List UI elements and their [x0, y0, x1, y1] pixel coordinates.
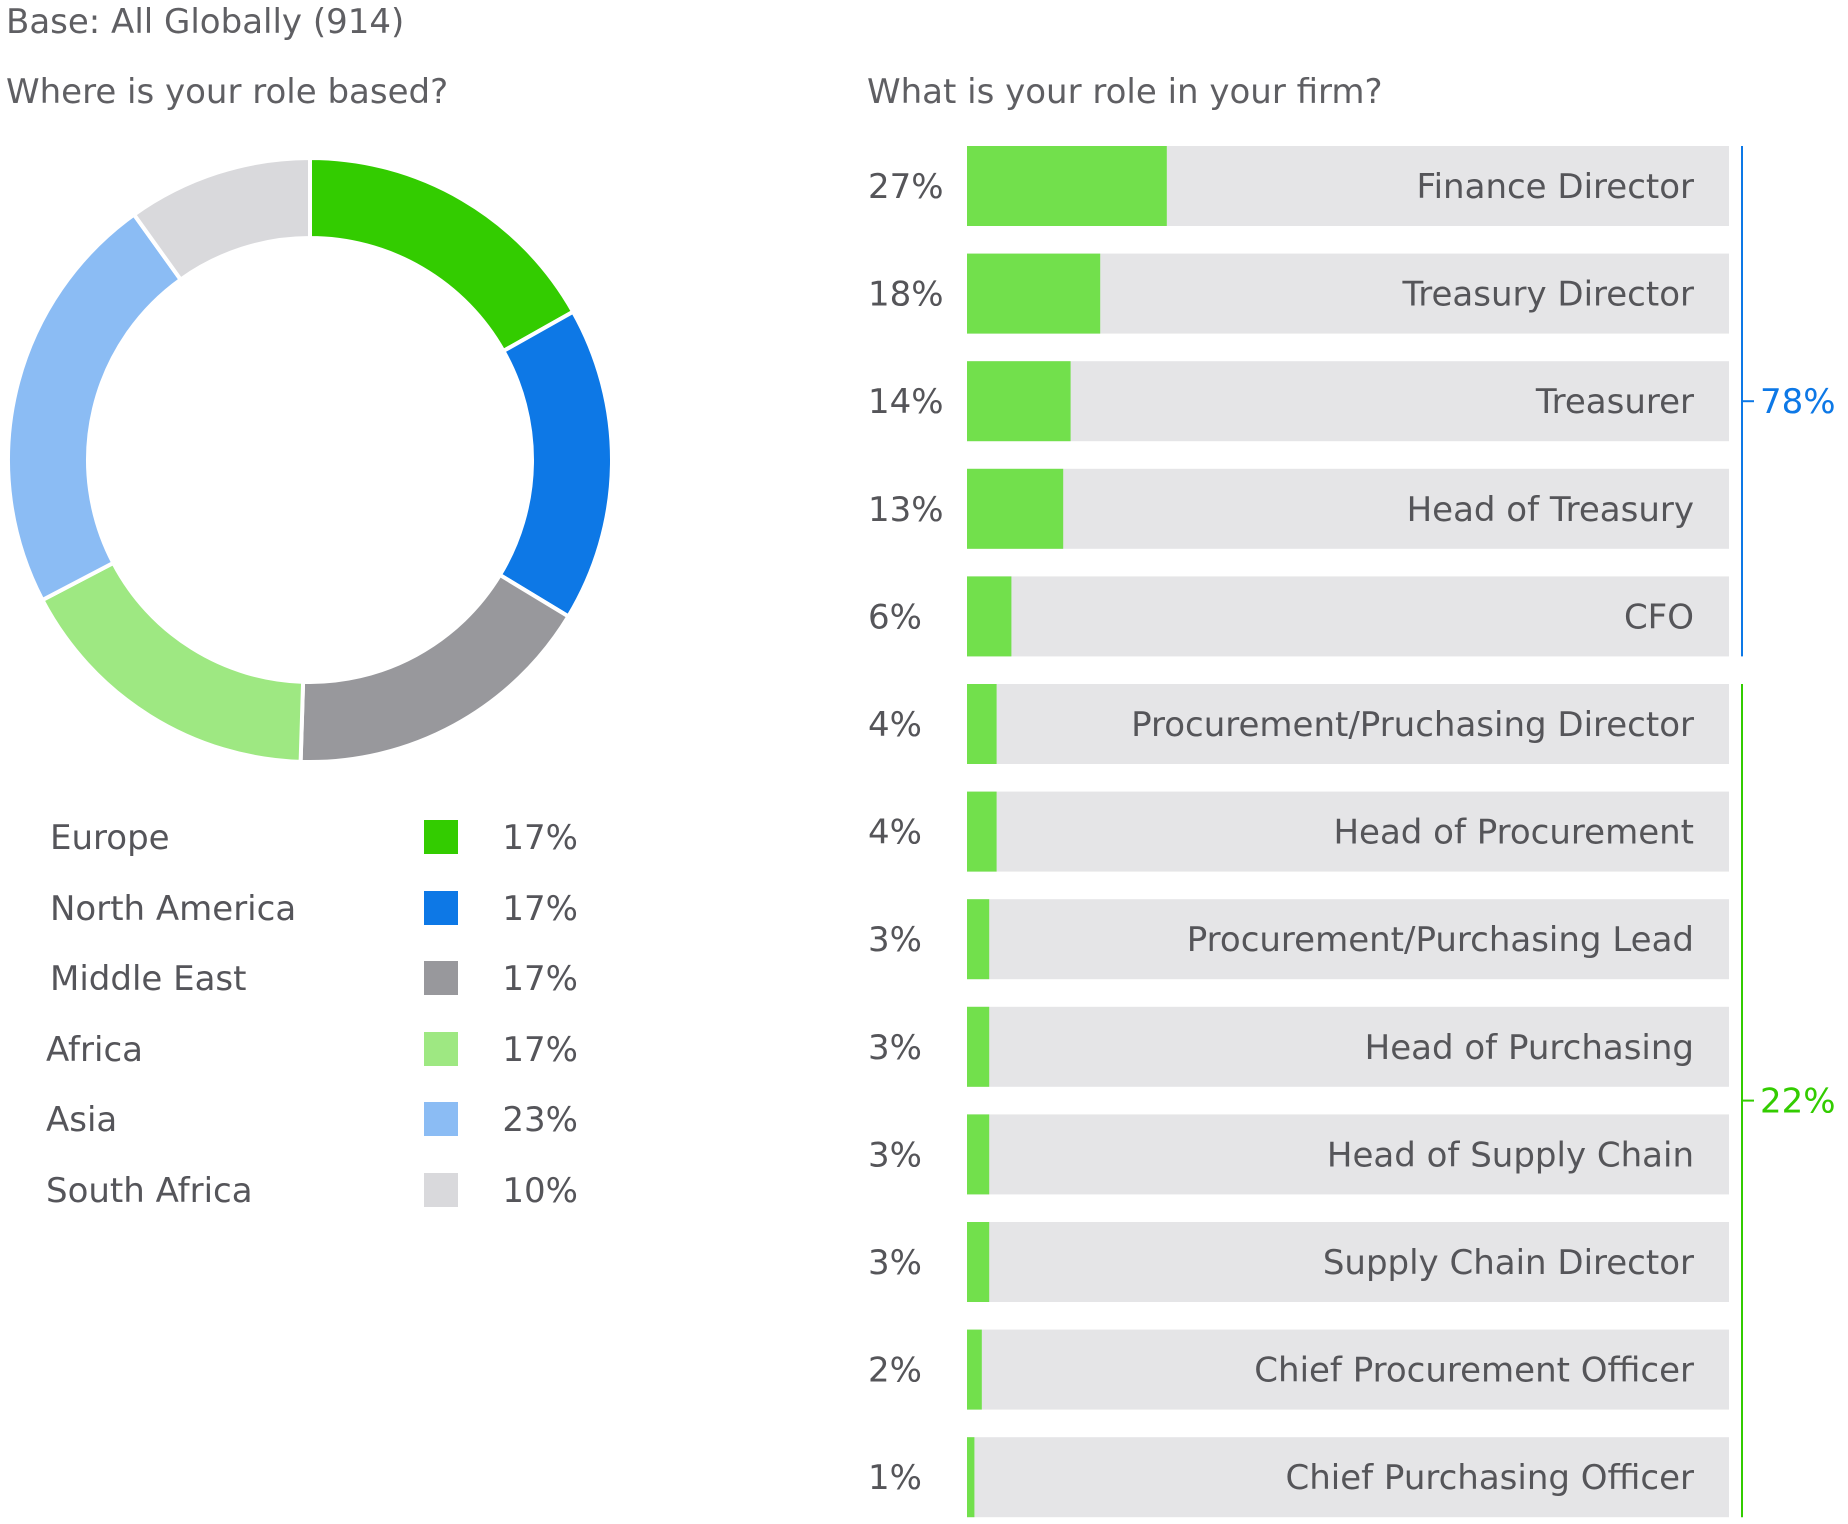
legend-label-asia: Asia — [46, 1100, 118, 1140]
bar-value-procurement-purchasing-lead: 3% — [868, 920, 922, 960]
legend-label-middle-east: Middle East — [50, 959, 247, 999]
bar-value-head-of-treasury: 13% — [868, 490, 944, 530]
legend-value-north-america: 17% — [502, 888, 578, 929]
bar-label-chief-purchasing-officer: Chief Purchasing Officer — [1285, 1458, 1694, 1498]
bar-track-head-of-procurement — [967, 791, 1729, 872]
bar-procurement-purchasing-lead — [967, 899, 990, 980]
bar-label-head-of-treasury: Head of Treasury — [1407, 490, 1694, 530]
group-total-label-2: 22% — [1760, 1082, 1836, 1122]
bar-head-of-treasury — [967, 468, 1064, 549]
bar-treasury-director — [967, 253, 1101, 334]
bar-finance-director — [967, 146, 1167, 226]
legend-label-north-america: North America — [50, 888, 297, 929]
bar-label-treasury-director: Treasury Director — [1401, 275, 1694, 315]
bar-label-finance-director: Finance Director — [1417, 167, 1694, 207]
bar-value-supply-chain-director: 3% — [868, 1243, 922, 1283]
legend-value-asia: 23% — [502, 1100, 578, 1140]
bar-chart-title: What is your role in your firm? — [867, 72, 1383, 112]
legend-label-south-africa: South Africa — [46, 1170, 253, 1211]
bar-cfo — [967, 576, 1012, 657]
legend-value-europe: 17% — [502, 818, 578, 858]
bar-supply-chain-director — [967, 1222, 990, 1302]
bar-track-head-of-supply-chain — [967, 1114, 1729, 1195]
legend-label-europe: Europe — [50, 818, 170, 858]
bar-track-head-of-treasury — [967, 468, 1729, 549]
legend-swatch-north-america — [424, 890, 458, 925]
bar-label-head-of-supply-chain: Head of Supply Chain — [1327, 1135, 1694, 1175]
bar-label-supply-chain-director: Supply Chain Director — [1323, 1243, 1694, 1283]
legend-swatch-middle-east — [424, 961, 458, 995]
bar-value-cfo: 6% — [868, 597, 922, 637]
bar-label-head-of-procurement: Head of Procurement — [1333, 813, 1694, 853]
bar-value-treasurer: 14% — [868, 382, 944, 422]
bar-head-of-purchasing — [967, 1006, 990, 1087]
bar-label-cfo: CFO — [1624, 597, 1694, 637]
legend-swatch-asia — [424, 1102, 458, 1136]
bar-label-head-of-purchasing: Head of Purchasing — [1365, 1028, 1694, 1068]
bar-head-of-procurement — [967, 791, 997, 872]
bar-value-chief-purchasing-officer: 1% — [868, 1458, 922, 1498]
legend-swatch-south-africa — [424, 1172, 458, 1207]
bar-label-procurement-pruchasing-director: Procurement/Pruchasing Director — [1131, 705, 1694, 745]
bar-label-chief-procurement-officer: Chief Procurement Officer — [1254, 1351, 1694, 1391]
bar-value-head-of-purchasing: 3% — [868, 1028, 922, 1068]
group-total-label-1: 78% — [1760, 382, 1836, 422]
donut-chart — [6, 155, 614, 764]
bar-chief-procurement-officer — [967, 1329, 982, 1410]
donut-slice-south-africa — [131, 155, 312, 283]
legend-value-africa: 17% — [502, 1029, 578, 1070]
bar-track-cfo — [967, 576, 1729, 657]
legend-value-middle-east: 17% — [502, 959, 578, 999]
bar-track-procurement-pruchasing-director — [967, 684, 1729, 764]
bar-track-procurement-purchasing-lead — [967, 899, 1729, 980]
bar-track-supply-chain-director — [967, 1222, 1729, 1302]
donut-chart-title: Where is your role based? — [6, 72, 449, 112]
bar-track-chief-procurement-officer — [967, 1329, 1729, 1410]
bar-track-treasurer — [967, 361, 1729, 442]
base-note: Base: All Globally (914) — [6, 2, 405, 42]
bar-value-treasury-director: 18% — [868, 275, 944, 315]
legend-value-south-africa: 10% — [502, 1170, 578, 1211]
bar-value-head-of-procurement: 4% — [868, 813, 922, 853]
legend-swatch-europe — [424, 820, 458, 854]
bar-value-procurement-pruchasing-director: 4% — [868, 705, 922, 745]
bar-value-finance-director: 27% — [868, 167, 944, 207]
bar-treasurer — [967, 361, 1071, 442]
legend-swatch-africa — [424, 1031, 458, 1066]
bar-procurement-pruchasing-director — [967, 684, 997, 764]
bar-label-treasurer: Treasurer — [1535, 382, 1694, 422]
bar-value-head-of-supply-chain: 3% — [868, 1135, 922, 1175]
bar-track-chief-purchasing-officer — [967, 1437, 1729, 1518]
bar-track-head-of-purchasing — [967, 1006, 1729, 1087]
bar-chief-purchasing-officer — [967, 1437, 975, 1518]
legend-label-africa: Africa — [46, 1029, 143, 1070]
bar-value-chief-procurement-officer: 2% — [868, 1351, 922, 1391]
bar-head-of-supply-chain — [967, 1114, 990, 1195]
bar-label-procurement-purchasing-lead: Procurement/Purchasing Lead — [1187, 920, 1694, 960]
